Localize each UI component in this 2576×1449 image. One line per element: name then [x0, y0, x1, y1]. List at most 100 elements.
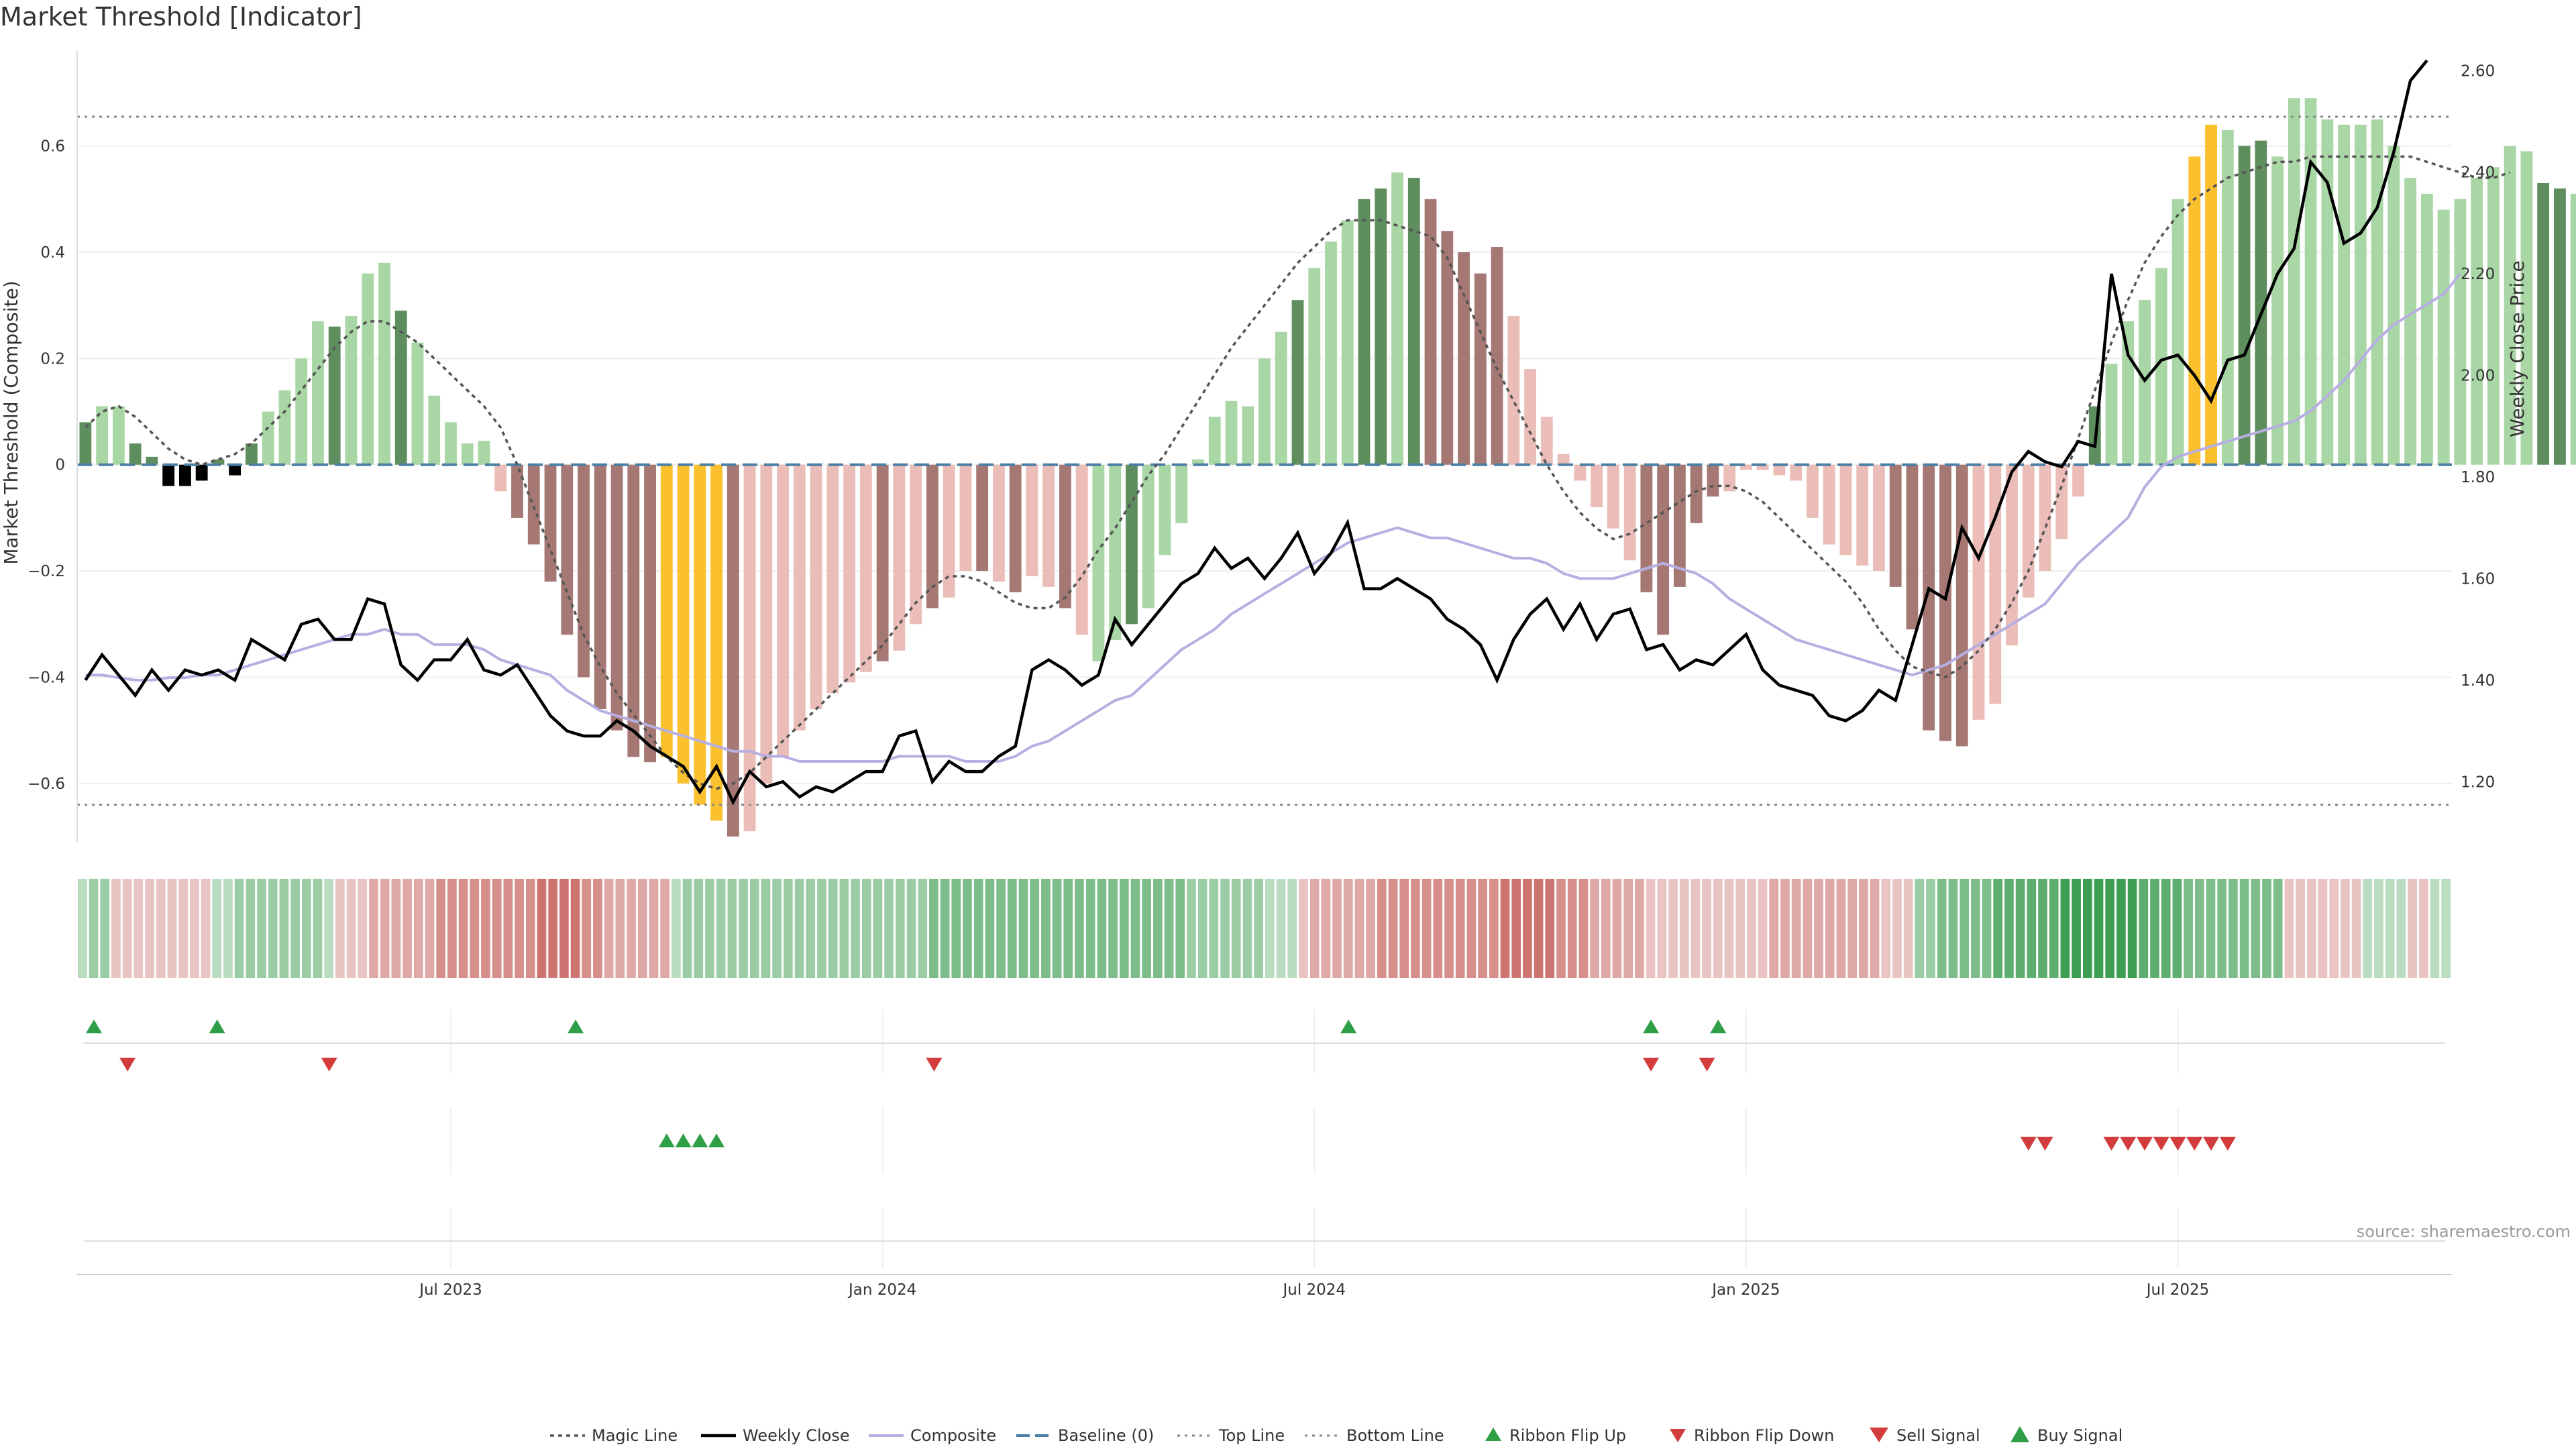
- ribbon-cell: [1254, 879, 1263, 978]
- ribbon-cell: [290, 879, 300, 978]
- composite-bar: [511, 464, 523, 518]
- composite-bar: [1856, 464, 1869, 566]
- legend-swatch-buy: [2010, 1426, 2029, 1442]
- ribbon-cell: [246, 879, 256, 978]
- ribbon-cell: [1534, 879, 1544, 978]
- ribbon-cell: [1108, 879, 1118, 978]
- ribbon-cell: [358, 879, 368, 978]
- composite-bar: [2039, 464, 2051, 572]
- right-axis-title: Weekly Close Price: [2506, 260, 2528, 437]
- composite-bar: [1939, 464, 1951, 741]
- composite-bar: [1142, 464, 1155, 608]
- composite-bar: [112, 406, 125, 465]
- composite-bar: [1491, 247, 1503, 465]
- composite-bar: [1623, 464, 1636, 561]
- ribbon-cell: [2385, 879, 2395, 978]
- ribbon-cell: [1209, 879, 1219, 978]
- composite-bar: [2105, 364, 2118, 465]
- ribbon-cell: [1735, 879, 1746, 978]
- ribbon-cell: [1960, 879, 1969, 978]
- weekly-close-line: [84, 59, 2428, 806]
- composite-bar: [1756, 464, 1769, 470]
- ribbon-cell: [1847, 879, 1857, 978]
- ribbon-cell: [1433, 879, 1443, 978]
- composite-bar: [2288, 98, 2300, 465]
- ribbon-cell: [1870, 879, 1880, 978]
- composite-bar: [1673, 464, 1686, 587]
- composite-bar: [2504, 146, 2516, 465]
- ribbon-cell: [1399, 879, 1409, 978]
- ribbon-cell: [2262, 879, 2271, 978]
- ribbon-cell: [839, 879, 849, 978]
- composite-bar: [743, 464, 756, 832]
- ribbon-cell: [2172, 879, 2182, 978]
- ribbon-flip-up-marker: [1340, 1019, 1357, 1034]
- ribbon-flip-down-marker: [1699, 1057, 1715, 1072]
- ribbon-cell: [1018, 879, 1028, 978]
- ribbon-cell: [301, 879, 311, 978]
- buy-signal-marker: [692, 1133, 708, 1148]
- ribbon-cell: [873, 879, 883, 978]
- composite-bar: [1574, 464, 1587, 481]
- composite-bar: [478, 441, 490, 465]
- ribbon-cell: [1052, 879, 1062, 978]
- ribbon-cell: [2105, 879, 2115, 978]
- composite-bar: [2271, 156, 2284, 465]
- composite-bar: [2221, 129, 2234, 465]
- ribbon-cell: [749, 879, 759, 978]
- ribbon-cell: [940, 879, 950, 978]
- ribbon-cell: [1197, 879, 1208, 978]
- composite-bar: [295, 358, 308, 465]
- ribbon-cell: [492, 879, 502, 978]
- composite-bar: [876, 464, 889, 661]
- ribbon-cell: [2418, 879, 2428, 978]
- composite-bar: [362, 273, 374, 465]
- sell-signal-marker: [2020, 1136, 2037, 1151]
- composite-bar: [1739, 464, 1752, 470]
- composite-bar: [1557, 453, 1570, 465]
- ribbon-cell: [828, 879, 838, 978]
- composite-bar: [1955, 464, 1968, 747]
- composite-bar: [2371, 119, 2383, 465]
- composite-bar: [1707, 464, 1719, 497]
- composite-bar: [1989, 464, 2002, 704]
- ribbon-flip-up-marker: [86, 1019, 103, 1034]
- composite-bar: [1607, 464, 1619, 529]
- ribbon-cell: [783, 879, 793, 978]
- ribbon-cell: [1030, 879, 1040, 978]
- ribbon-cell: [78, 879, 87, 978]
- ribbon-cell: [1187, 879, 1196, 978]
- sell-signal-marker: [2037, 1136, 2053, 1151]
- ribbon-cell: [2351, 879, 2361, 978]
- ribbon-cell: [1982, 879, 1992, 978]
- ribbon-cell: [425, 879, 435, 978]
- lines-layer: [77, 59, 2511, 806]
- right-tick-label: 2.60: [2461, 62, 2495, 80]
- sell-signal-marker: [2219, 1136, 2236, 1151]
- ribbon-cell: [1578, 879, 1589, 978]
- ribbon-cell: [817, 879, 826, 978]
- right-tick-label: 1.20: [2461, 773, 2495, 791]
- ribbon-cell: [413, 879, 423, 978]
- buy-signal-marker: [708, 1133, 725, 1148]
- composite-bar: [1126, 464, 1138, 625]
- ribbon-cell: [1970, 879, 1980, 978]
- composite-bar: [1009, 464, 1022, 592]
- ribbon-strip: [78, 879, 2451, 978]
- buy-signal-marker: [675, 1133, 692, 1148]
- ribbon-cell: [189, 879, 199, 978]
- ribbon-cell: [2150, 879, 2159, 978]
- ribbon-cell: [1085, 879, 1095, 978]
- composite-bar: [826, 464, 839, 694]
- composite-bar: [428, 395, 441, 465]
- ribbon-cell: [1937, 879, 1947, 978]
- composite-bar: [2537, 182, 2550, 465]
- ribbon-cell: [2072, 879, 2081, 978]
- composite-bar: [993, 464, 1005, 582]
- ribbon-cell: [1881, 879, 1891, 978]
- left-tick-label: −0.6: [28, 775, 65, 793]
- ribbon-cell: [234, 879, 244, 978]
- composite-bar: [1208, 417, 1221, 465]
- composite-bar: [527, 464, 540, 545]
- ribbon-cell: [1466, 879, 1477, 978]
